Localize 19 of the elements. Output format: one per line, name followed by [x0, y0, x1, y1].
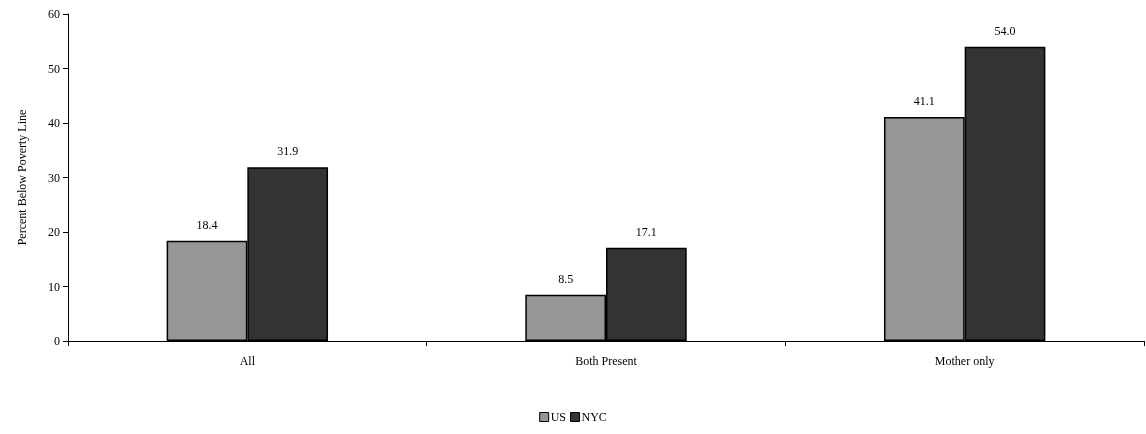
y-tick-label: 40	[48, 116, 60, 130]
legend-label: US	[550, 410, 567, 424]
legend-label: NYC	[581, 410, 607, 424]
data-label: 17.1	[635, 224, 657, 239]
x-tick-label: Both Present	[575, 354, 638, 368]
x-tick-label: Mother only	[934, 354, 995, 368]
x-tick-label: All	[239, 354, 256, 368]
y-axis-title: Percent Below Poverty Line	[15, 109, 29, 246]
y-tick-label: 50	[48, 61, 60, 76]
data-label: 54.0	[994, 23, 1016, 38]
data-label: 18.4	[196, 217, 218, 232]
y-tick-label: 30	[48, 170, 60, 185]
data-label: 8.5	[558, 271, 574, 286]
y-tick-label: 60	[48, 7, 60, 21]
data-label: 41.1	[913, 94, 935, 108]
y-tick-label: 0	[54, 334, 60, 348]
y-tick-label: 10	[48, 279, 60, 294]
data-label: 31.9	[277, 144, 299, 159]
y-tick-label: 20	[48, 225, 60, 239]
